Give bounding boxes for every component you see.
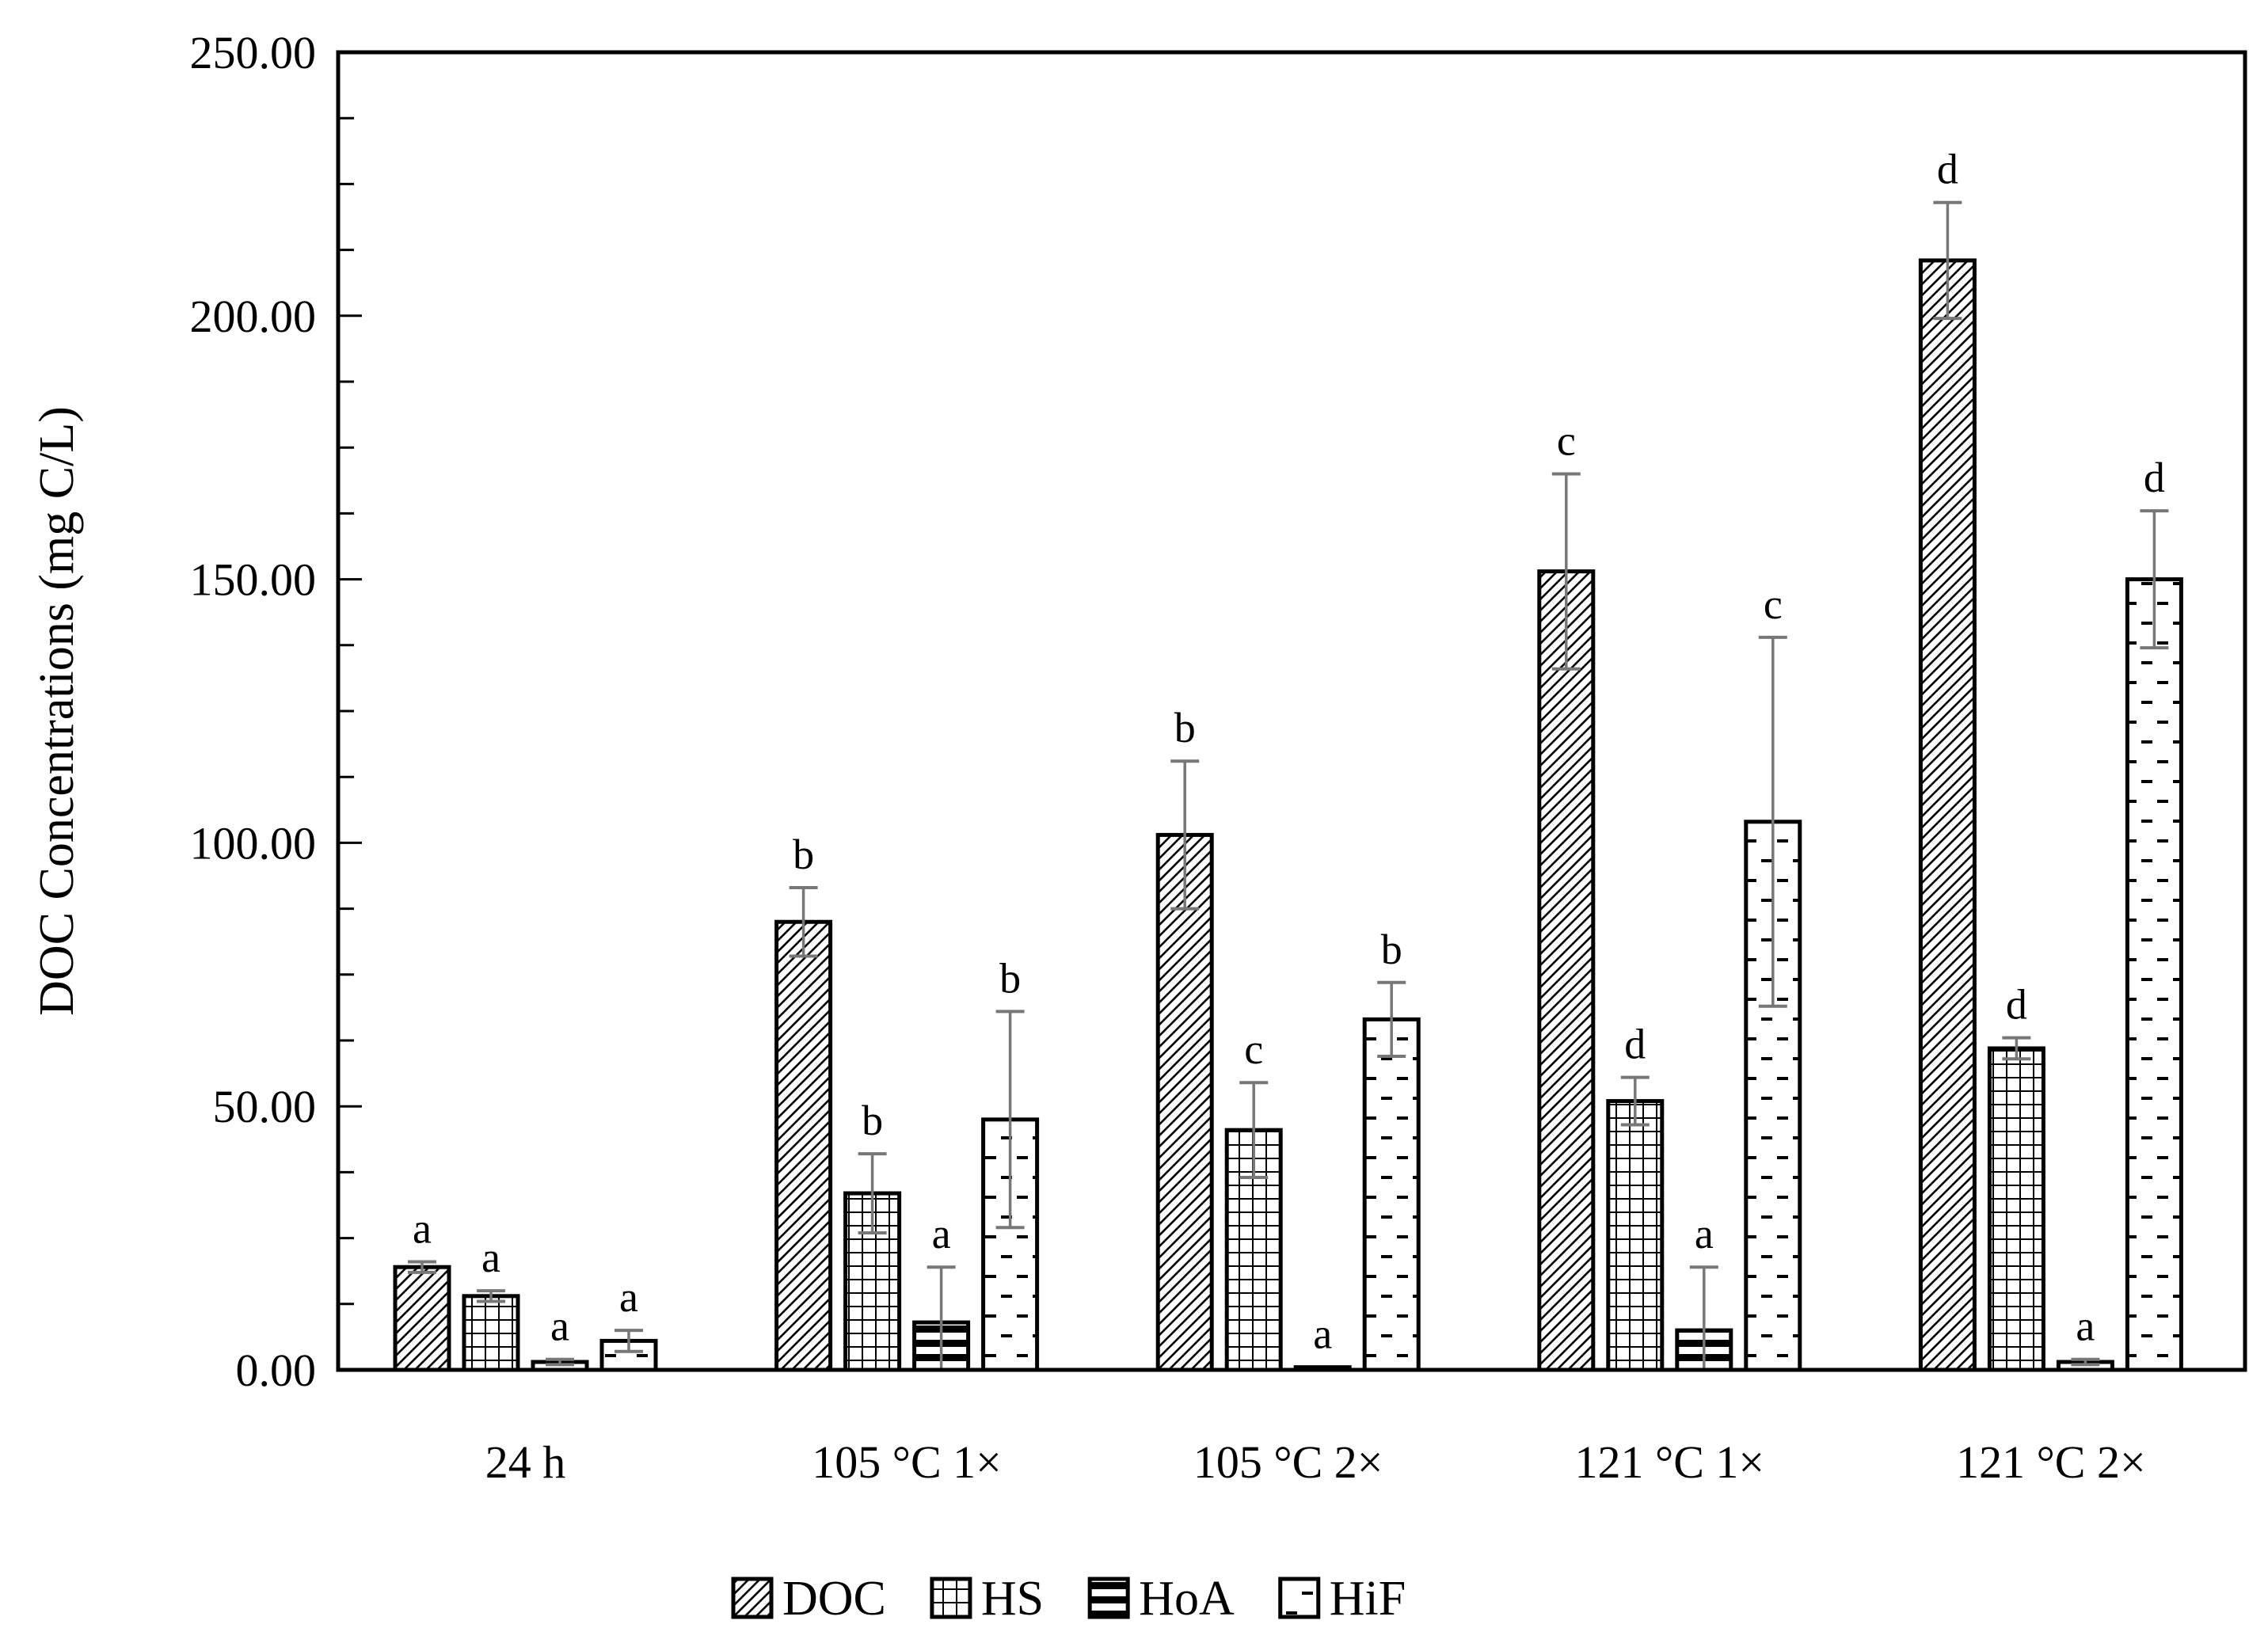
significance-letter: a	[619, 1273, 638, 1321]
significance-letter: a	[1695, 1210, 1714, 1257]
significance-letter: a	[550, 1303, 569, 1350]
bar-hif	[2125, 577, 2183, 1372]
legend-label-hoa: HoA	[1139, 1572, 1235, 1626]
error-bars-layer	[408, 200, 2169, 1371]
bar-hif	[1362, 1017, 1421, 1372]
significance-letter: a	[932, 1210, 951, 1257]
legend-swatch-hoa	[1087, 1577, 1130, 1619]
category-label: 105 °C 1×	[812, 1436, 1002, 1488]
y-tick-label: 200.00	[190, 291, 317, 342]
significance-letter: b	[999, 954, 1021, 1002]
significance-letter: b	[793, 831, 814, 878]
significance-letter: b	[1174, 704, 1196, 751]
y-axis-ticks: 0.00 50.00 100.00 150.00 200.00 250.00	[190, 27, 362, 1396]
y-axis-title-group: DOC Concentrations (mg C/L)	[30, 406, 84, 1016]
legend-swatch-doc	[731, 1577, 774, 1619]
bar-doc	[1537, 569, 1596, 1372]
significance-letter: d	[1937, 146, 1958, 193]
y-tick-label: 100.00	[190, 817, 317, 869]
plot-area-frame	[336, 50, 2247, 1372]
significance-letter: a	[413, 1205, 432, 1253]
category-labels-layer: 24 h 105 °C 1× 105 °C 2× 121 °C 1× 121 °C 2×	[485, 1436, 2146, 1488]
y-tick-label: 150.00	[190, 554, 317, 606]
significance-letters-layer: a a a a b b a b b c a b c d a c d d a d	[413, 146, 2165, 1358]
y-tick-label: 0.00	[236, 1345, 317, 1396]
bar-doc	[393, 1265, 451, 1372]
bar-doc	[774, 919, 833, 1372]
significance-letter: a	[481, 1234, 500, 1281]
significance-letter: c	[1764, 580, 1783, 628]
legend-swatch-hs	[930, 1577, 972, 1619]
category-label: 121 °C 2×	[1956, 1436, 2146, 1488]
significance-letter: d	[2006, 981, 2027, 1029]
legend-swatch-hif	[1278, 1577, 1321, 1619]
bar-doc	[1155, 832, 1214, 1372]
category-label: 24 h	[485, 1436, 566, 1488]
significance-letter: c	[1557, 417, 1576, 464]
legend-label-hs: HS	[981, 1572, 1044, 1626]
significance-letter: c	[1244, 1025, 1263, 1073]
significance-letter: a	[2076, 1303, 2095, 1350]
significance-letter: d	[2144, 454, 2165, 501]
significance-letter: d	[1624, 1021, 1646, 1068]
legend-label-hif: HiF	[1330, 1572, 1406, 1626]
significance-letter: b	[1381, 926, 1402, 973]
bar-doc	[1918, 258, 1977, 1372]
y-tick-label: 250.00	[190, 27, 317, 78]
legend-label-doc: DOC	[782, 1572, 886, 1626]
bar-hs	[1987, 1046, 2045, 1372]
significance-letter: a	[1313, 1310, 1332, 1358]
bar-hs	[462, 1294, 520, 1372]
significance-letter: b	[862, 1097, 883, 1144]
y-axis-title: DOC Concentrations (mg C/L)	[30, 406, 84, 1016]
y-tick-label: 50.00	[213, 1081, 317, 1132]
legend: DOC HS HoA HiF	[731, 1572, 1406, 1626]
bars-layer	[393, 258, 2183, 1372]
y-axis-minor-ticks	[338, 116, 354, 1306]
bar-hs	[1606, 1099, 1665, 1372]
category-label: 121 °C 1×	[1575, 1436, 1765, 1488]
category-label: 105 °C 2×	[1193, 1436, 1383, 1488]
